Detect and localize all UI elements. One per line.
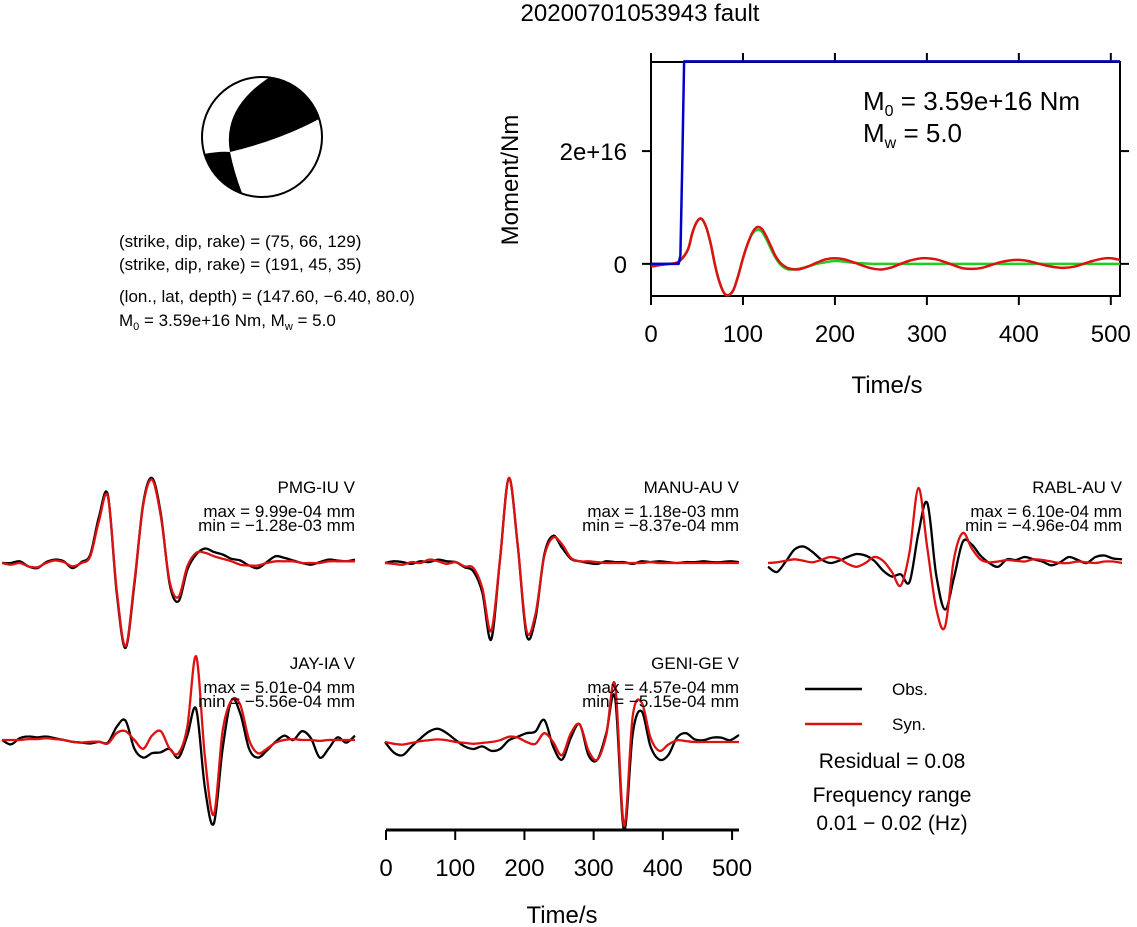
waveform-legend: Obs. Syn.	[805, 680, 928, 734]
waveform-x-tick-label: 500	[712, 855, 752, 882]
frequency-range-value: 0.01 − 0.02 (Hz)	[816, 812, 967, 835]
station-label: RABL-AU V	[1032, 478, 1122, 497]
mechanism-line-2: (strike, dip, rake) = (191, 45, 35)	[119, 255, 361, 274]
moment-y-tick-label: 0	[614, 252, 627, 279]
moment-y-axis-label: Moment/Nm	[497, 115, 524, 246]
moment-function-chart: 0 100 200 300 400 500 0 2e+16 M0 = 3.59e+16 Nm…	[497, 53, 1131, 399]
moment-series-cumulative	[651, 60, 1120, 266]
moment-x-tick-label: 500	[1091, 321, 1131, 348]
min-amplitude-label: min = −8.37e-04 mm	[582, 516, 739, 535]
station-label: JAY-IA V	[290, 654, 356, 673]
waveform-trace-synthetic	[767, 486, 1123, 631]
station-label: PMG-IU V	[278, 478, 356, 497]
min-amplitude-label: min = −5.15e-04 mm	[582, 692, 739, 711]
min-amplitude-label: min = −4.96e-04 mm	[965, 516, 1122, 535]
frequency-range-title: Frequency range	[813, 784, 972, 807]
figure-title: 20200701053943 fault	[521, 0, 760, 27]
waveform-x-tick-label: 400	[643, 855, 683, 882]
station-label: MANU-AU V	[644, 478, 740, 497]
moment-x-tick-label: 0	[644, 321, 657, 348]
mechanism-info: (strike, dip, rake) = (75, 66, 129) (str…	[119, 232, 415, 333]
moment-x-tick-label: 300	[907, 321, 947, 348]
waveform-x-tick-label: 0	[379, 855, 392, 882]
waveform-trace-synthetic	[384, 681, 739, 827]
max-amplitude-label: max = 6.10e-04 mm	[970, 502, 1122, 521]
waveform-x-tick-label: 200	[504, 855, 544, 882]
moment-series-observed	[650, 217, 1121, 297]
beachball-compression-quadrant-lower	[204, 151, 242, 193]
moment-annotation-mw: Mw = 5.0	[863, 118, 962, 152]
mechanism-line-1: (strike, dip, rake) = (75, 66, 129)	[119, 232, 361, 251]
min-amplitude-label: min = −1.28e-03 mm	[198, 516, 355, 535]
waveform-x-ticks: 0 100 200 300 400 500	[379, 830, 752, 882]
mechanism-line-3: (lon., lat, depth) = (147.60, −6.40, 80.…	[119, 287, 415, 306]
moment-y-tick-label: 2e+16	[560, 139, 627, 166]
max-amplitude-label: max = 5.01e-04 mm	[203, 678, 355, 697]
moment-annotation-m0: M0 = 3.59e+16 Nm	[863, 86, 1080, 120]
residual-label: Residual = 0.08	[819, 750, 966, 773]
moment-x-tick-label: 400	[999, 321, 1039, 348]
moment-x-ticks: 0 100 200 300 400 500	[644, 53, 1131, 348]
waveform-trace-observed	[1, 697, 356, 826]
beachball-compression-quadrant-upper	[228, 77, 319, 152]
max-amplitude-label: max = 9.99e-04 mm	[203, 502, 355, 521]
moment-x-tick-label: 100	[723, 321, 763, 348]
moment-x-tick-label: 200	[815, 321, 855, 348]
waveform-x-tick-label: 300	[574, 855, 614, 882]
max-amplitude-label: max = 4.57e-04 mm	[587, 678, 739, 697]
waveform-trace-synthetic	[384, 476, 739, 637]
moment-line: M0 = 3.59e+16 Nm, Mw = 5.0	[119, 311, 336, 333]
moment-series	[650, 60, 1121, 297]
waveform-trace-synthetic	[1, 655, 355, 817]
waveform-x-tick-label: 100	[435, 855, 475, 882]
waveform-time-axis: 0 100 200 300 400 500 Time/s	[379, 828, 752, 927]
waveform-x-axis-label: Time/s	[526, 902, 597, 927]
waveform-trace-synthetic	[1, 478, 355, 648]
legend-synthetic-label: Syn.	[892, 715, 926, 734]
max-amplitude-label: max = 1.18e-03 mm	[587, 502, 739, 521]
waveform-trace-observed	[384, 693, 740, 832]
moment-y-ticks: 0 2e+16	[560, 139, 1129, 279]
waveform-trace-observed	[767, 500, 1123, 611]
min-amplitude-label: min = −5.56e-04 mm	[198, 692, 355, 711]
legend-observed-label: Obs.	[892, 680, 928, 699]
beachball	[201, 76, 323, 198]
station-label: GENI-GE V	[651, 654, 740, 673]
moment-x-axis-label: Time/s	[851, 372, 922, 399]
